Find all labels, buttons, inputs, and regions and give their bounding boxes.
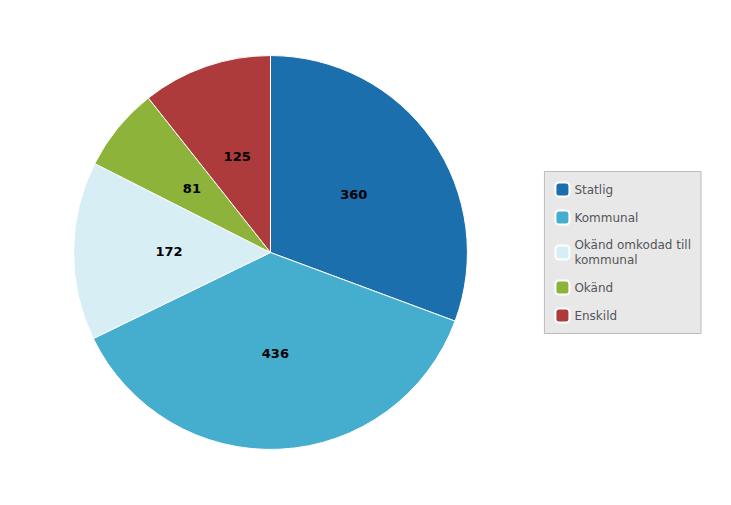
svg-text:Okänd: Okänd [574,281,613,295]
svg-text:172: 172 [155,244,182,259]
svg-text:Statlig: Statlig [574,183,613,197]
svg-text:360: 360 [340,187,367,202]
svg-text:125: 125 [224,149,251,164]
svg-text:kommunal: kommunal [574,253,637,267]
svg-text:81: 81 [183,181,201,196]
svg-text:Enskild: Enskild [574,309,617,323]
svg-text:436: 436 [262,346,289,361]
svg-text:Kommunal: Kommunal [574,211,638,225]
svg-text:Okänd omkodad till: Okänd omkodad till [574,238,691,252]
